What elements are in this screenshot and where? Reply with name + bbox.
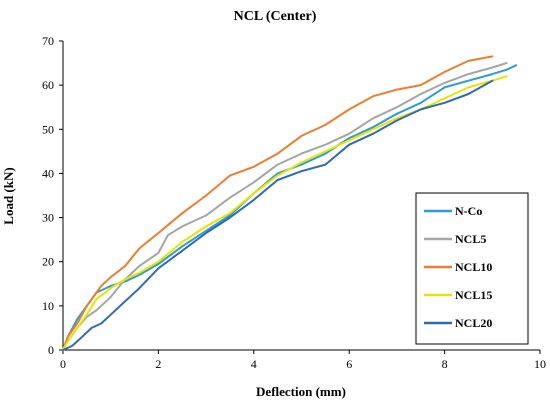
series-line-ncl5 xyxy=(62,62,508,351)
series-line-ncl10 xyxy=(62,55,494,351)
x-tick-label: 6 xyxy=(346,357,352,371)
legend-label-ncl15: NCL15 xyxy=(455,288,492,302)
x-tick-label: 0 xyxy=(60,357,66,371)
y-tick-label: 70 xyxy=(42,34,54,48)
chart-title: NCL (Center) xyxy=(234,9,317,24)
legend-label-n-co: N-Co xyxy=(455,204,482,218)
x-tick-label: 10 xyxy=(534,357,546,371)
series-lines xyxy=(62,55,518,351)
y-tick-label: 40 xyxy=(42,166,54,180)
y-tick-label: 60 xyxy=(42,78,54,92)
y-tick-label: 30 xyxy=(42,211,54,225)
y-tick-label: 50 xyxy=(42,122,54,136)
axes: 0 2 4 6 8 10 0 10 20 30 40 50 60 70 xyxy=(42,34,546,371)
y-tick-label: 0 xyxy=(48,343,54,357)
legend-label-ncl20: NCL20 xyxy=(455,316,492,330)
x-tick-label: 4 xyxy=(251,357,257,371)
legend-box xyxy=(415,192,529,345)
y-tick-label: 20 xyxy=(42,255,54,269)
legend-label-ncl10: NCL10 xyxy=(455,260,492,274)
legend: N-Co NCL5 NCL10 NCL15 NCL20 xyxy=(415,192,529,345)
x-tick-label: 8 xyxy=(442,357,448,371)
legend-label-ncl5: NCL5 xyxy=(455,232,486,246)
y-axis-label: Load (kN) xyxy=(1,167,16,224)
series-line-ncl20 xyxy=(62,79,494,351)
x-axis-label: Deflection (mm) xyxy=(256,384,346,399)
y-tick-label: 10 xyxy=(42,299,54,313)
x-tick-label: 2 xyxy=(155,357,161,371)
